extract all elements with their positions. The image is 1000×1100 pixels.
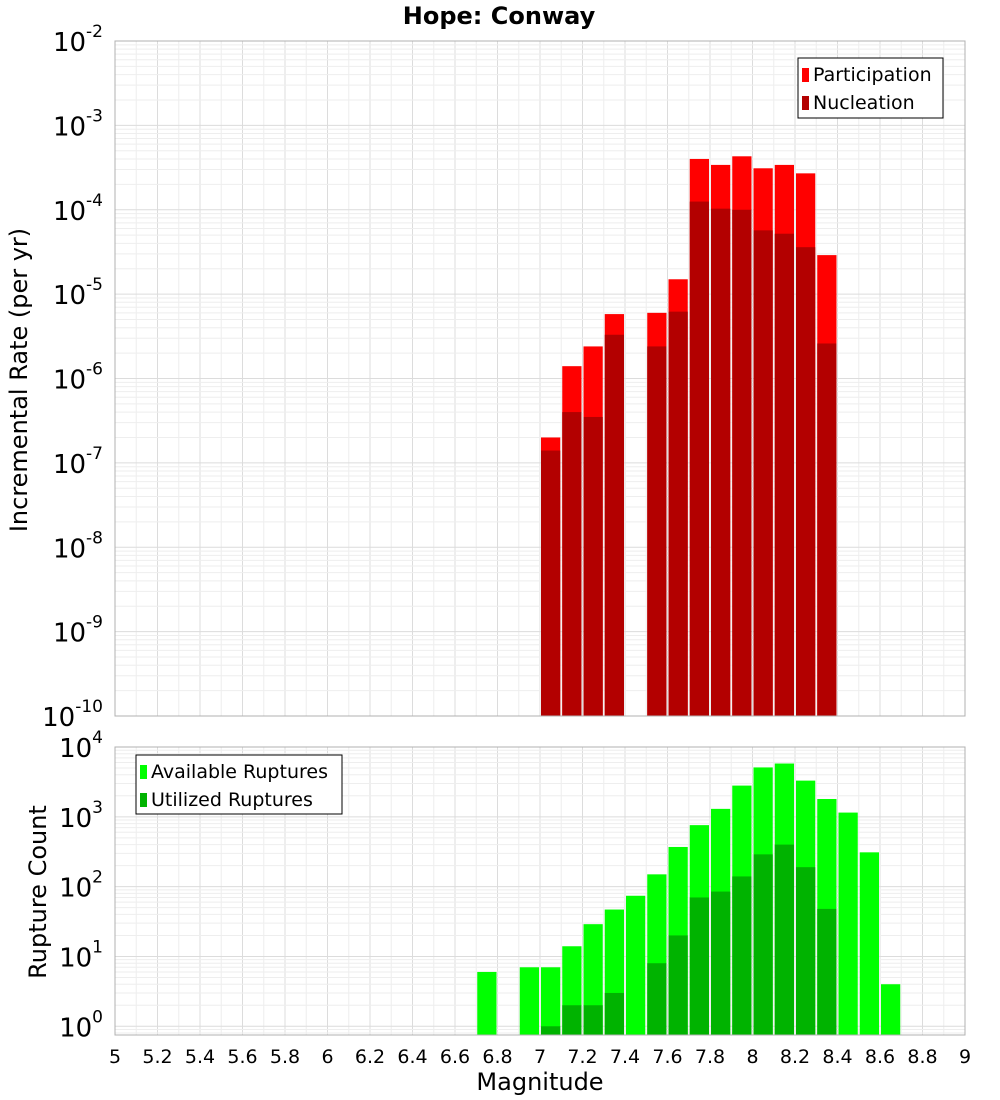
x-tick-label: 5.6	[227, 1046, 257, 1068]
rate-bar-b	[817, 343, 837, 716]
count-y-tick-label: 104	[59, 728, 103, 764]
rate-y-tick-label: 10-5	[53, 275, 103, 311]
count-bar-b	[668, 935, 688, 1035]
rate-y-tick-label: 10-2	[53, 22, 103, 58]
count-legend-label: Utilized Ruptures	[151, 789, 313, 811]
rate-bar-b	[647, 346, 667, 716]
rate-y-tick-label: 10-8	[53, 528, 103, 564]
count-legend-box	[135, 754, 343, 815]
count-bar-b	[711, 891, 731, 1035]
rate-legend-label: Participation	[813, 64, 932, 86]
x-tick-label: 8	[746, 1046, 758, 1068]
count-legend-swatch	[140, 793, 147, 807]
x-tick-label: 6	[321, 1046, 333, 1068]
count-y-tick-label: 103	[59, 798, 103, 834]
count-bar-b	[689, 897, 709, 1035]
x-tick-label: 6.2	[355, 1046, 385, 1068]
count-bar-a	[477, 971, 497, 1035]
rate-bar-b	[711, 208, 731, 716]
x-tick-label: 6.8	[482, 1046, 512, 1068]
count-bar-b	[796, 867, 816, 1035]
count-bar-b	[817, 908, 837, 1035]
x-tick-label: 7	[534, 1046, 546, 1068]
rate-y-tick-label: 10-3	[53, 106, 103, 142]
count-legend: Available Ruptures Utilized Ruptures	[135, 754, 343, 815]
rate-bar-b	[604, 334, 624, 716]
count-bar-b	[774, 844, 794, 1035]
count-bar-a	[838, 812, 858, 1035]
count-bar-a	[519, 967, 539, 1035]
count-y-axis-label: Rupture Count	[24, 805, 52, 979]
count-y-tick-label: 100	[59, 1007, 103, 1043]
x-tick-label: 5.4	[185, 1046, 215, 1068]
rate-legend-box	[797, 57, 944, 119]
count-bar-b	[583, 1005, 603, 1035]
rate-legend-swatch	[802, 96, 809, 110]
rate-plot-frame	[114, 40, 966, 717]
count-y-tick-label: 101	[59, 937, 103, 973]
count-plot-frame	[114, 746, 966, 1036]
rate-bar-b	[689, 201, 709, 716]
x-tick-label: 5	[109, 1046, 121, 1068]
x-tick-label: 7.6	[652, 1046, 682, 1068]
x-tick-label: 8.2	[780, 1046, 810, 1068]
count-bar-b	[541, 1026, 561, 1035]
rate-y-tick-label: 10-9	[53, 613, 103, 649]
rate-y-tick-label: 10-7	[53, 444, 103, 480]
x-tick-label: 9	[959, 1046, 971, 1068]
rate-y-axis-label: Incremental Rate (per yr)	[5, 228, 33, 532]
x-tick-label: 6.6	[440, 1046, 470, 1068]
count-bar-b	[604, 992, 624, 1035]
x-tick-label: 5.8	[270, 1046, 300, 1068]
count-bar-a	[859, 852, 879, 1035]
rate-legend-swatch	[802, 68, 809, 82]
x-tick-label: 6.4	[397, 1046, 427, 1068]
count-bar-a	[541, 967, 561, 1035]
rate-bar-b	[583, 416, 603, 716]
count-y-tick-label: 102	[59, 868, 103, 904]
x-axis-ticks: 5 5.2 5.4 5.6 5.8 6 6.2 6.4 6.6 6.8 7 7.2 7.4 7.6 7.8 8…	[109, 1046, 971, 1068]
x-tick-label: 5.2	[142, 1046, 172, 1068]
rate-bar-b	[796, 247, 816, 716]
count-bar-b	[732, 876, 752, 1035]
count-legend-label: Available Ruptures	[151, 761, 328, 783]
count-bar-b	[562, 1005, 582, 1035]
count-legend-swatch	[140, 765, 147, 779]
rate-bar-b	[732, 209, 752, 716]
rate-y-tick-label: 10-10	[42, 697, 103, 733]
rate-y-tick-label: 10-6	[53, 360, 103, 396]
x-tick-label: 8.8	[907, 1046, 937, 1068]
x-tick-label: 8.4	[822, 1046, 852, 1068]
rate-legend: Participation Nucleation	[797, 57, 944, 119]
count-bar-a	[626, 895, 646, 1035]
count-bar-b	[647, 963, 667, 1035]
rate-bar-b	[668, 311, 688, 716]
x-tick-label: 7.2	[567, 1046, 597, 1068]
count-panel: 100 101 102 103 104	[59, 728, 966, 1043]
count-bar-b	[753, 854, 773, 1035]
rate-panel: 10-10 10-9 10-8 10-7 10-6 10-5 10-4 10-3 10-2	[42, 22, 966, 733]
x-tick-label: 7.8	[695, 1046, 725, 1068]
rate-bar-b	[753, 230, 773, 716]
rate-legend-label: Nucleation	[813, 92, 915, 114]
chart-title: Hope: Conway	[403, 2, 596, 30]
rate-bar-b	[541, 450, 561, 716]
x-tick-label: 8.6	[865, 1046, 895, 1068]
rate-y-tick-label: 10-4	[53, 191, 103, 227]
x-tick-label: 7.4	[610, 1046, 640, 1068]
rate-bar-b	[774, 233, 794, 716]
x-axis-label: Magnitude	[476, 1068, 603, 1096]
rate-bar-b	[562, 412, 582, 716]
count-bar-a	[881, 984, 901, 1035]
